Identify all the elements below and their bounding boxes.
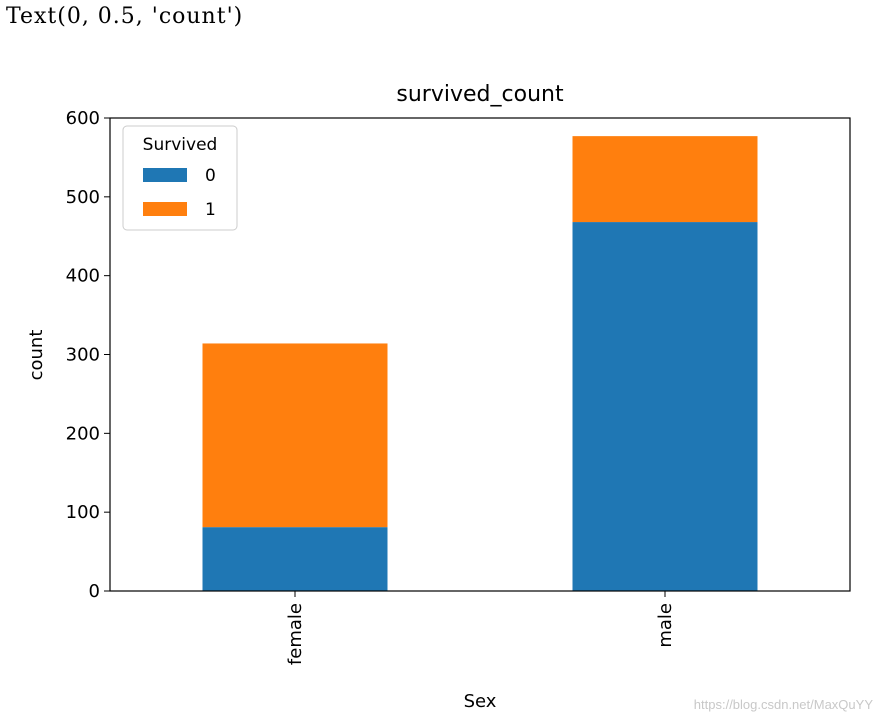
x-axis-ticks: female male — [285, 591, 676, 665]
chart-title: survived_count — [396, 82, 564, 107]
legend-label-1: 1 — [205, 200, 216, 220]
y-tick-label-600: 600 — [66, 108, 100, 129]
y-tick-label-100: 100 — [66, 502, 100, 523]
bar-female-series-1 — [202, 343, 388, 528]
y-tick-label-400: 400 — [66, 266, 100, 287]
y-tick-label-500: 500 — [66, 187, 100, 208]
legend-title: Survived — [143, 135, 218, 155]
legend: Survived 0 1 — [122, 125, 238, 231]
legend-label-0: 0 — [205, 166, 216, 186]
watermark: https://blog.csdn.net/MaxQuYY — [693, 697, 873, 712]
x-tick-label-male: male — [655, 603, 676, 648]
legend-swatch-1 — [143, 202, 187, 216]
x-axis-label: Sex — [464, 691, 497, 712]
bars-group — [202, 136, 758, 591]
y-tick-label-0: 0 — [89, 581, 100, 602]
x-tick-label-female: female — [285, 603, 306, 665]
y-axis-label: count — [26, 330, 47, 381]
plot-area-frame — [109, 117, 851, 592]
cell-output-text: Text(0, 0.5, 'count') — [6, 4, 244, 29]
y-tick-label-200: 200 — [66, 423, 100, 444]
bar-female-series-0 — [202, 527, 388, 591]
bar-male-series-1 — [572, 136, 758, 223]
y-axis-ticks: 0 100 200 300 400 500 600 — [66, 108, 110, 602]
legend-swatch-0 — [143, 168, 187, 182]
bar-male-series-0 — [572, 222, 758, 591]
y-tick-label-300: 300 — [66, 345, 100, 366]
